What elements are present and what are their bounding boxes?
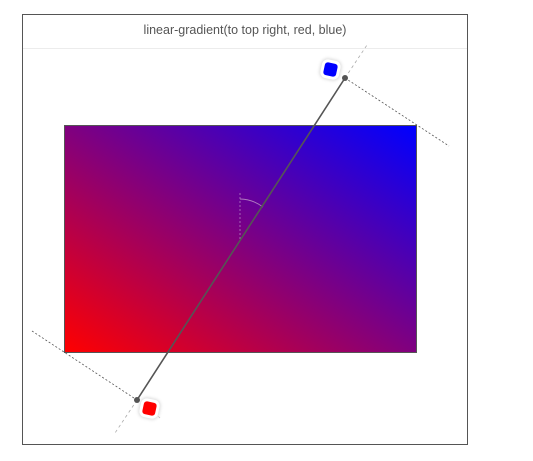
angle-arc	[239, 198, 264, 208]
red-stop-handle[interactable]	[141, 400, 158, 417]
gradient-line	[136, 77, 346, 401]
gradient-title: linear-gradient(to top right, red, blue)	[23, 15, 467, 49]
gradient-line-end-point	[342, 75, 348, 81]
start-guide-extension	[114, 399, 138, 434]
blue-stop-handle[interactable]	[322, 61, 339, 78]
end-perpendicular-guide	[344, 77, 450, 147]
gradient-line-start-point	[134, 397, 140, 403]
end-guide-extension	[344, 44, 368, 79]
start-perpendicular-guide	[31, 330, 138, 401]
